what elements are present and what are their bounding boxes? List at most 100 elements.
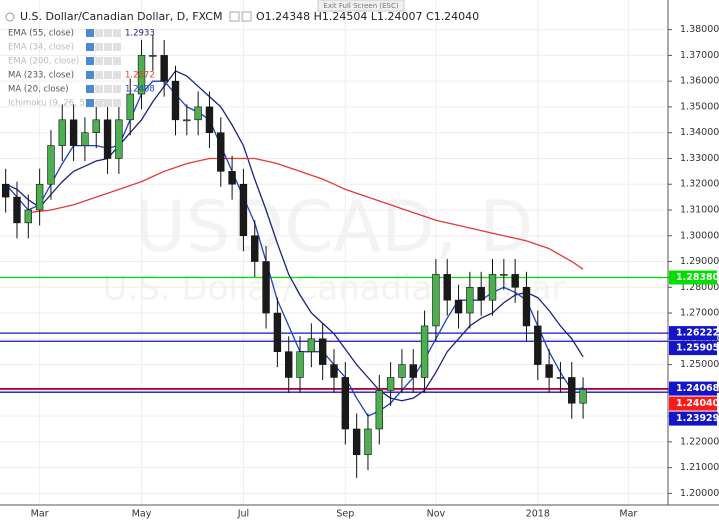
candle-body (285, 351, 293, 378)
legend-icon[interactable] (113, 57, 121, 65)
legend-icon[interactable] (95, 85, 103, 93)
candle-body (352, 428, 361, 456)
candle-body (409, 364, 417, 378)
legend-icon[interactable] (95, 71, 103, 79)
legend-icon[interactable] (86, 29, 94, 37)
candle-body (13, 196, 21, 224)
legend-icon[interactable] (86, 71, 94, 79)
candle-body (466, 286, 474, 314)
y-tick-label: 1.32000 (680, 179, 719, 190)
y-tick-label: 1.20000 (680, 488, 719, 499)
indicator-line (5, 80, 584, 417)
candle-body (171, 80, 180, 121)
legend-icon[interactable] (104, 71, 112, 79)
legend-entry: EMA (34, close) (8, 43, 74, 53)
legend-icon[interactable] (104, 57, 112, 65)
indicator-line (28, 157, 584, 270)
candle-body (137, 55, 146, 95)
legend-icon[interactable] (113, 43, 121, 51)
legend-icon[interactable] (95, 99, 103, 107)
watermark-symbol: USDCAD, D (135, 186, 534, 268)
candle-body (273, 312, 282, 352)
candle-body (183, 119, 191, 122)
legend-icon[interactable] (95, 57, 103, 65)
x-tick-label: Mar (619, 509, 637, 520)
y-tick-label: 1.36000 (680, 76, 719, 87)
candle-body (556, 377, 565, 379)
legend-entry: MA (233, close) (8, 71, 74, 81)
candle-body (35, 183, 44, 211)
candle-body (205, 106, 214, 133)
exit-fullscreen-button[interactable] (317, 0, 405, 12)
y-tick-label: 1.27000 (680, 308, 719, 319)
y-tick-label: 1.31000 (680, 204, 719, 215)
legend-icon[interactable] (86, 43, 94, 51)
level-label: 1.23929 (676, 413, 719, 424)
y-tick-label: 1.25000 (680, 359, 719, 370)
legend-icon[interactable] (113, 29, 121, 37)
candle-body (443, 274, 451, 301)
candle-body (58, 119, 66, 146)
candle-body (318, 338, 327, 365)
y-tick-label: 1.21000 (680, 462, 719, 473)
candle-body (545, 364, 553, 378)
y-tick-label: 1.30000 (680, 230, 719, 241)
candle-body (47, 145, 55, 185)
candle-body (160, 55, 168, 82)
legend-icon[interactable] (95, 43, 103, 51)
chart-title: U.S. Dollar/Canadian Dollar, D, FXCM (20, 10, 222, 23)
legend-icon[interactable] (95, 29, 103, 37)
settings-icon[interactable] (229, 11, 240, 22)
candle-body (81, 132, 89, 146)
candle-body (239, 183, 248, 237)
level-label-box (669, 326, 717, 341)
candle-body (330, 364, 338, 378)
legend-icon[interactable] (113, 85, 121, 93)
level-label: 1.24040 (676, 398, 719, 409)
legend-icon[interactable] (86, 99, 94, 107)
legend-icon[interactable] (113, 99, 121, 107)
level-label-box (669, 396, 717, 411)
y-tick-label: 1.34000 (680, 127, 719, 138)
legend-icon[interactable] (104, 43, 112, 51)
candle-body (386, 377, 395, 391)
indicator-line (5, 70, 584, 402)
x-tick-label: Nov (427, 509, 446, 520)
legend-icon[interactable] (104, 85, 112, 93)
y-tick-label: 1.38000 (680, 24, 719, 35)
legend-value: 1.2872 (125, 71, 155, 81)
watermark-name: U.S. Dollar/Canadian Dollar (103, 269, 566, 309)
x-tick-label: Mar (31, 509, 49, 520)
legend-value: 1.2933 (125, 29, 155, 39)
legend-icon[interactable] (104, 29, 112, 37)
candle-body (488, 274, 497, 301)
level-label: 1.28380 (676, 272, 719, 283)
x-tick-label: May (132, 509, 152, 520)
legend-icon[interactable] (104, 99, 112, 107)
level-label: 1.24068 (676, 383, 719, 394)
axes: 1.200001.210001.220001.230001.240001.250… (31, 24, 719, 519)
legend-entry: Ichimoku (9, 26, 52, 26) (8, 99, 110, 109)
close-icon[interactable] (241, 11, 252, 22)
plot-area (0, 0, 719, 505)
candle-body (375, 390, 383, 430)
candle-body (194, 106, 202, 121)
legend-entry: MA (20, close) (8, 85, 69, 95)
candle-body (420, 325, 429, 378)
y-tick-label: 1.33000 (680, 153, 719, 164)
legend-value: 1.2408 (125, 85, 155, 95)
legend: EMA (55, close) 1.2933 EMA (34, close) EMA … (8, 29, 155, 109)
y-tick-label: 1.22000 (680, 436, 719, 447)
legend-icon[interactable] (113, 71, 121, 79)
candle-body (92, 119, 100, 133)
candle-body (534, 325, 542, 365)
level-label-box (669, 381, 717, 396)
x-tick-label: Sep (336, 509, 354, 520)
exit-fullscreen-label[interactable]: Exit Full Screen (ESC) (323, 2, 398, 10)
legend-icon[interactable] (86, 57, 94, 65)
legend-icon[interactable] (86, 85, 94, 93)
collapse-icon[interactable] (5, 12, 15, 22)
candle-body (568, 377, 576, 404)
candle-body (477, 286, 485, 301)
